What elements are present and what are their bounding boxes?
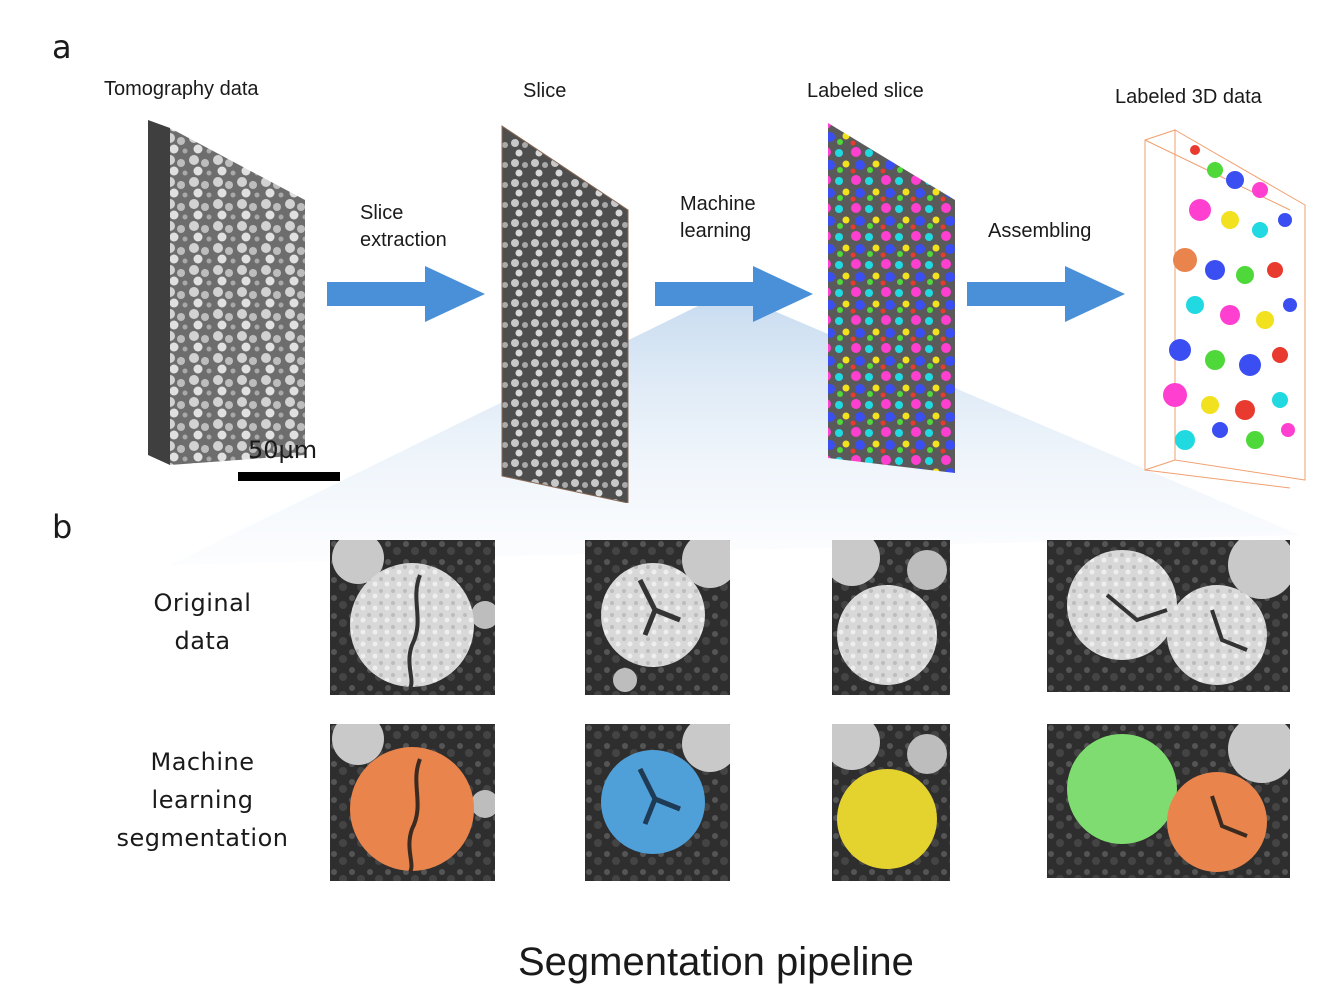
arrow-slice-extraction — [327, 266, 485, 322]
step-title-labeled-3d: Labeled 3D data — [1115, 86, 1262, 108]
step-title-labeled-slice: Labeled slice — [807, 80, 924, 102]
arrow-label-line: Machine — [680, 193, 756, 215]
row-label-line: learning — [151, 786, 254, 814]
row-label-line: Original — [153, 589, 252, 617]
row-label-line: segmentation — [116, 824, 289, 852]
row-label-original: Original data — [120, 584, 285, 660]
labeled-slice-image — [828, 123, 955, 473]
labeled-3d-image — [1144, 129, 1306, 489]
row-label-ml-segmentation: Machine learning segmentation — [110, 743, 295, 857]
segmented-thumb-1 — [330, 724, 495, 881]
arrow-label-assembling: Assembling — [988, 218, 1091, 245]
tomography-volume-image — [148, 120, 305, 465]
scale-bar — [238, 472, 340, 481]
row-label-line: data — [174, 627, 231, 655]
original-thumb-2 — [585, 540, 730, 695]
original-thumb-1 — [330, 540, 495, 695]
arrow-label-slice-extraction: Slice extraction — [360, 200, 447, 254]
arrow-label-line: Assembling — [988, 220, 1092, 242]
arrow-machine-learning — [655, 266, 813, 322]
arrow-label-line: Slice — [360, 202, 404, 224]
step-title-slice: Slice — [523, 80, 567, 102]
original-thumb-3 — [832, 540, 950, 695]
slice-image — [501, 125, 629, 503]
arrow-label-machine-learning: Machine learning — [680, 191, 756, 245]
arrow-label-line: extraction — [360, 229, 447, 251]
row-label-line: Machine — [150, 748, 255, 776]
segmented-thumb-3 — [832, 724, 950, 881]
panel-label-b: b — [52, 508, 73, 546]
figure-caption: Segmentation pipeline — [518, 940, 914, 984]
step-title-tomography: Tomography data — [104, 78, 259, 100]
panel-label-a: a — [52, 28, 72, 66]
scale-bar-label: 50µm — [248, 436, 318, 464]
segmented-thumb-4 — [1047, 724, 1290, 878]
arrow-assembling — [967, 266, 1125, 322]
segmented-thumb-2 — [585, 724, 730, 881]
arrow-label-line: learning — [680, 220, 752, 242]
original-thumb-4 — [1047, 540, 1290, 692]
